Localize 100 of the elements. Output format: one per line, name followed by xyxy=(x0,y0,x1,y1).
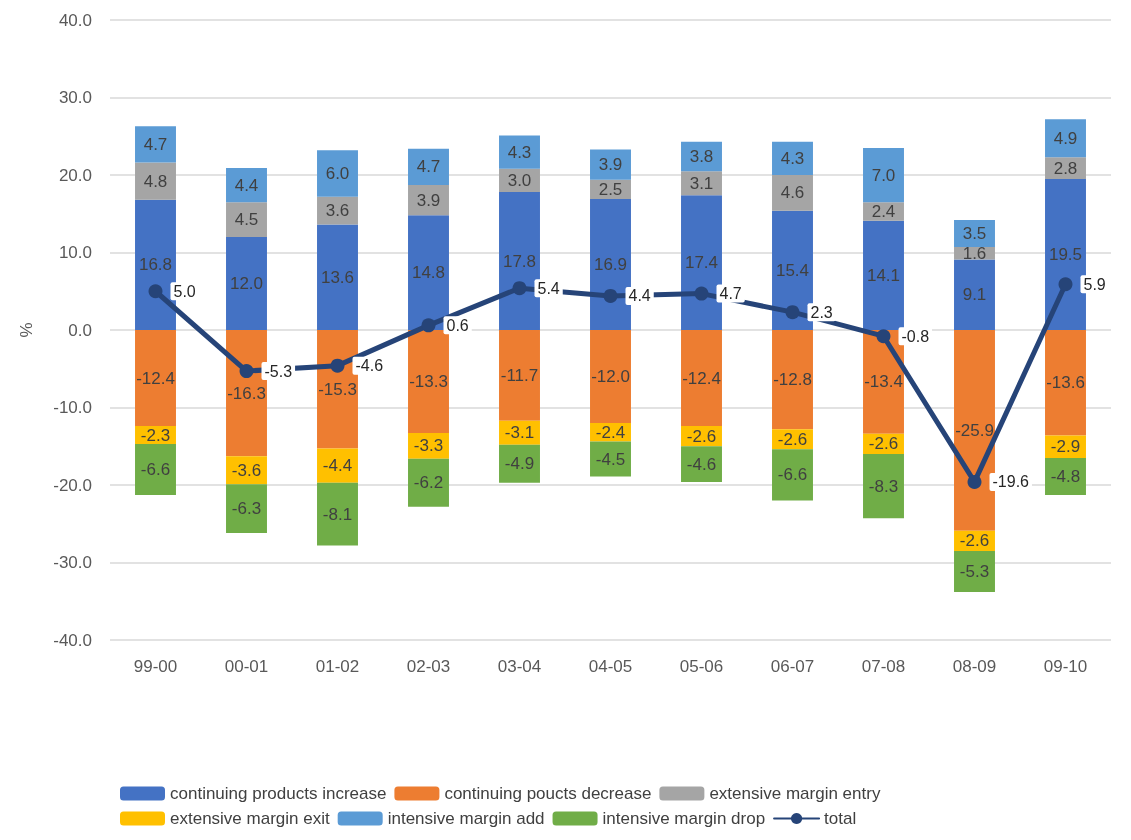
data-label: 2.4 xyxy=(871,201,896,221)
legend-label: extensive margin exit xyxy=(170,809,330,828)
point xyxy=(239,364,254,379)
data-label: -12.4 xyxy=(682,368,721,388)
data-label: 4.6 xyxy=(780,183,805,203)
y-tick-label: 40.0 xyxy=(58,10,92,30)
data-label: -2.9 xyxy=(1050,437,1081,457)
data-label: -11.7 xyxy=(500,365,539,385)
bar xyxy=(590,199,631,330)
data-label: -25.9 xyxy=(955,420,994,440)
bar xyxy=(317,150,358,197)
bar xyxy=(226,168,267,203)
data-label: 5.0 xyxy=(173,282,196,300)
data-label: 4.4 xyxy=(234,175,259,195)
data-label: -4.5 xyxy=(595,449,626,469)
bar xyxy=(590,330,631,423)
bar xyxy=(317,224,358,330)
data-label: -19.6 xyxy=(992,473,1030,491)
data-label: 3.8 xyxy=(689,146,714,166)
bar xyxy=(772,175,813,211)
bar xyxy=(681,330,722,427)
data-label: -12.0 xyxy=(591,367,630,386)
bar xyxy=(408,458,449,507)
x-tick-label: 02-03 xyxy=(406,657,451,676)
data-label: 6.0 xyxy=(325,163,350,183)
bar xyxy=(226,330,267,457)
data-label: 17.4 xyxy=(684,253,719,273)
point xyxy=(512,281,527,296)
bar xyxy=(135,443,176,496)
data-label: 12.0 xyxy=(229,274,264,293)
y-axis-title: % xyxy=(17,322,36,338)
data-label: 4.4 xyxy=(628,287,651,305)
bar xyxy=(135,330,176,427)
bar xyxy=(408,148,449,186)
bar xyxy=(317,330,358,449)
bar xyxy=(863,147,904,203)
data-label: 7.0 xyxy=(871,165,896,185)
data-label: 17.8 xyxy=(502,251,537,271)
data-label: -8.3 xyxy=(868,476,899,496)
bar xyxy=(1045,119,1086,158)
y-tick-label: 30.0 xyxy=(58,88,92,107)
data-label: -16.3 xyxy=(227,383,266,403)
data-label: -5.3 xyxy=(264,362,293,380)
data-label: 4.3 xyxy=(507,142,532,162)
data-label: -2.4 xyxy=(595,422,626,442)
data-label: 4.7 xyxy=(416,157,441,177)
bar xyxy=(772,330,813,430)
data-label: 3.9 xyxy=(598,155,623,175)
bar xyxy=(863,220,904,330)
data-label: 3.0 xyxy=(507,170,532,190)
data-label: 13.6 xyxy=(320,267,355,287)
bar xyxy=(499,192,540,330)
bar xyxy=(499,135,540,169)
x-tick-label: 05-06 xyxy=(679,657,724,676)
legend-label: continuing products increase xyxy=(170,784,387,803)
data-label: -15.3 xyxy=(318,379,357,399)
data-label: 3.6 xyxy=(325,201,350,221)
bar xyxy=(135,199,176,330)
x-tick-label: 01-02 xyxy=(315,657,360,676)
data-label: 4.7 xyxy=(719,285,742,303)
data-label: 2.5 xyxy=(598,179,623,199)
data-label: 19.5 xyxy=(1048,244,1083,264)
bar xyxy=(772,449,813,501)
data-label: -4.4 xyxy=(322,456,353,476)
x-tick-label: 99-00 xyxy=(133,657,178,676)
data-label: -0.8 xyxy=(901,327,930,345)
bar xyxy=(1045,330,1086,436)
data-label: 4.8 xyxy=(143,171,168,191)
data-label: 14.8 xyxy=(411,263,446,283)
x-tick-label: 03-04 xyxy=(497,657,542,676)
data-label: 14.1 xyxy=(866,265,901,285)
legend-label: intensive margin add xyxy=(387,809,545,828)
x-tick-label: 09-10 xyxy=(1043,657,1088,676)
y-tick-label: 20.0 xyxy=(58,165,92,185)
data-label: -4.6 xyxy=(686,454,717,474)
data-label: -4.8 xyxy=(1050,466,1081,486)
legend-label: extensive margin entry xyxy=(709,784,881,803)
legend-label: intensive margin drop xyxy=(602,809,766,828)
y-tick-label: -40.0 xyxy=(53,630,92,650)
data-label: -13.6 xyxy=(1046,373,1085,393)
point xyxy=(694,286,709,301)
data-label: -8.1 xyxy=(322,504,353,524)
data-label: -2.6 xyxy=(959,531,990,551)
bar xyxy=(499,444,540,483)
data-label: 0.6 xyxy=(446,316,469,334)
data-label: 5.9 xyxy=(1083,275,1106,293)
data-label: 15.4 xyxy=(775,260,810,280)
bar xyxy=(1045,178,1086,330)
data-label: -6.2 xyxy=(413,473,444,493)
data-label: 4.5 xyxy=(234,210,259,230)
bar xyxy=(226,202,267,237)
point xyxy=(148,284,163,299)
x-tick-label: 08-09 xyxy=(952,657,997,676)
data-label: -3.3 xyxy=(413,436,444,456)
data-label: -2.6 xyxy=(777,429,808,449)
data-label: -3.6 xyxy=(231,460,262,480)
data-label: 9.1 xyxy=(962,285,987,305)
point xyxy=(876,329,891,344)
point xyxy=(785,305,800,320)
data-label: 16.8 xyxy=(138,255,173,275)
